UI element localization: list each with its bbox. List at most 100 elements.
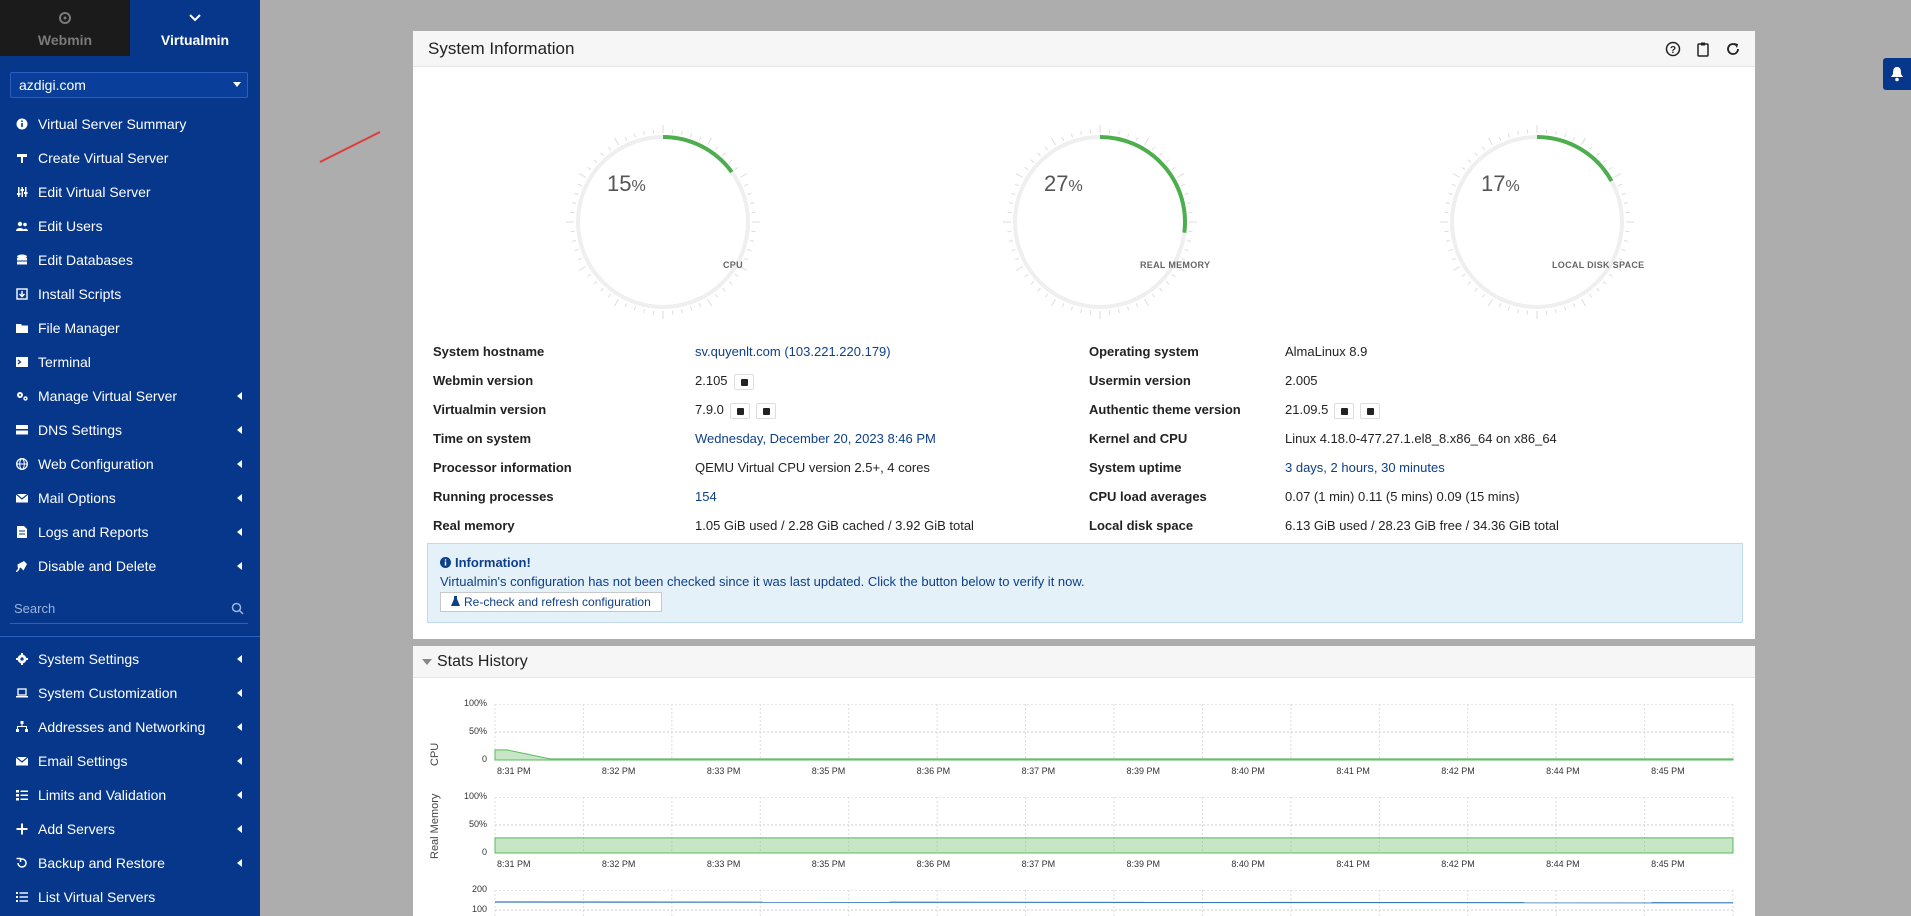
info-value-link[interactable]: 154: [695, 489, 717, 504]
percent-sign: %: [1505, 178, 1520, 195]
sidebar-item-disable-and-delete[interactable]: Disable and Delete: [0, 551, 260, 581]
search-input[interactable]: Search: [10, 596, 248, 624]
gauge-cpu: 15% CPU: [553, 91, 773, 331]
info-label: Local disk space: [1089, 518, 1194, 533]
refresh-icon[interactable]: [1725, 41, 1741, 57]
sidebar-item-label: Logs and Reports: [38, 524, 149, 540]
caret-left-icon: [237, 460, 242, 468]
sidebar-item-list-virtual-servers[interactable]: List Virtual Servers: [0, 882, 260, 912]
sidebar-item-system-settings[interactable]: System Settings: [0, 644, 260, 674]
sidebar-item-add-servers[interactable]: Add Servers: [0, 814, 260, 844]
sidebar-item-label: Virtual Server Summary: [38, 116, 187, 132]
tab-virtualmin[interactable]: Virtualmin: [130, 0, 260, 56]
domain-select[interactable]: azdigi.com: [10, 72, 248, 98]
info-value-row: QEMU Virtual CPU version 2.5+, 4 cores: [695, 460, 930, 480]
gauge-value: 27: [1044, 171, 1069, 196]
sidebar-item-email-settings[interactable]: Email Settings: [0, 746, 260, 776]
sidebar-item-label: Edit Databases: [38, 252, 133, 268]
sidebar-item-label: Manage Virtual Server: [38, 388, 178, 404]
sidebar-item-label: Web Configuration: [38, 456, 154, 472]
info-action-icon[interactable]: [733, 373, 754, 390]
bell-icon: [1891, 67, 1903, 82]
annotation-arrow: [319, 131, 400, 200]
globe-icon: [14, 457, 30, 471]
envelope-icon: [14, 491, 30, 505]
sidebar-item-virtual-server-summary[interactable]: Virtual Server Summary: [0, 109, 260, 139]
stats-header[interactable]: Stats History: [413, 646, 1755, 678]
info-value-row: 6.13 GiB used / 28.23 GiB free / 34.36 G…: [1285, 518, 1559, 538]
info-label: Virtualmin version: [433, 402, 547, 417]
sidebar-item-system-customization[interactable]: System Customization: [0, 678, 260, 708]
stats-chart-2: ess200100: [413, 884, 1755, 916]
chart-ytick: 100: [471, 904, 487, 914]
sidebar-item-label: System Customization: [38, 685, 178, 701]
sidebar-item-terminal[interactable]: Terminal: [0, 347, 260, 377]
gauge-value: 15: [607, 171, 632, 196]
chart-xtick: 8:31 PM: [497, 766, 531, 776]
gauge-label: CPU: [723, 260, 743, 270]
plug-icon: [14, 559, 30, 573]
sidebar-item-edit-virtual-server[interactable]: Edit Virtual Server: [0, 177, 260, 207]
chart-xtick: 8:40 PM: [1231, 766, 1265, 776]
users-icon: [14, 219, 30, 233]
panel-actions: ?: [1665, 41, 1741, 57]
page-title: System Information: [428, 38, 575, 58]
caret-left-icon: [237, 723, 242, 731]
gauge-real-memory: 27% REAL MEMORY: [990, 91, 1210, 331]
caret-left-icon: [237, 791, 242, 799]
info-label: Running processes: [433, 489, 554, 504]
info-label: Webmin version: [433, 373, 534, 388]
info-label: Time on system: [433, 431, 532, 446]
clipboard-icon[interactable]: [1695, 41, 1711, 57]
sidebar-item-label: File Manager: [38, 320, 120, 336]
backup-icon: [14, 856, 30, 870]
info-action-icon[interactable]: [1334, 402, 1355, 419]
chart-xtick: 8:42 PM: [1441, 859, 1475, 869]
sidebar-item-label: Add Servers: [38, 821, 116, 837]
sidebar-item-web-configuration[interactable]: Web Configuration: [0, 449, 260, 479]
sidebar: Webmin Virtualmin azdigi.com Virtual Ser…: [0, 0, 260, 916]
info-action-icon[interactable]: [1360, 402, 1381, 419]
sidebar-item-limits-and-validation[interactable]: Limits and Validation: [0, 780, 260, 810]
gauge-dial: [1440, 125, 1634, 319]
info-value-row: AlmaLinux 8.9: [1285, 344, 1367, 364]
sidebar-item-logs-and-reports[interactable]: Logs and Reports: [0, 517, 260, 547]
caret-left-icon: [237, 859, 242, 867]
sidebar-item-addresses-and-networking[interactable]: Addresses and Networking: [0, 712, 260, 742]
chart-xtick: 8:37 PM: [1021, 766, 1056, 776]
sidebar-item-label: Limits and Validation: [38, 787, 167, 803]
caret-left-icon: [237, 494, 242, 502]
panel-header: System Information ?: [413, 31, 1755, 67]
info-action-icon[interactable]: [755, 402, 776, 419]
gauge-label: REAL MEMORY: [1140, 260, 1211, 270]
info-value-link[interactable]: 3 days, 2 hours, 30 minutes: [1285, 460, 1445, 475]
percent-sign: %: [631, 178, 646, 195]
sidebar-item-file-manager[interactable]: File Manager: [0, 313, 260, 343]
chart-xtick: 8:33 PM: [706, 766, 741, 776]
info-value-row: 154: [695, 489, 717, 509]
sidebar-item-edit-users[interactable]: Edit Users: [0, 211, 260, 241]
chart-ytick: 50%: [468, 726, 487, 736]
sidebar-item-edit-databases[interactable]: Edit Databases: [0, 245, 260, 275]
sidebar-item-mail-options[interactable]: Mail Options: [0, 483, 260, 513]
sidebar-item-backup-and-restore[interactable]: Backup and Restore: [0, 848, 260, 878]
help-icon[interactable]: ?: [1665, 41, 1681, 57]
chart-ytick: 100%: [463, 698, 487, 708]
sidebar-item-create-virtual-server[interactable]: Create Virtual Server: [0, 143, 260, 173]
info-label: Operating system: [1089, 344, 1199, 359]
info-value-link[interactable]: sv.quyenlt.com (103.221.220.179): [695, 344, 891, 359]
info-action-icon[interactable]: [729, 402, 750, 419]
sidebar-item-install-scripts[interactable]: Install Scripts: [0, 279, 260, 309]
sidebar-item-dns-settings[interactable]: DNS Settings: [0, 415, 260, 445]
limits-icon: [14, 788, 30, 802]
sidebar-item-manage-virtual-server[interactable]: Manage Virtual Server: [0, 381, 260, 411]
gauge-value: 17: [1481, 171, 1506, 196]
notification-bell-button[interactable]: [1883, 58, 1911, 90]
chart-xtick: 8:35 PM: [811, 859, 846, 869]
recheck-config-button[interactable]: Re-check and refresh configuration: [440, 592, 662, 612]
info-label: System hostname: [433, 344, 545, 359]
info-value-link[interactable]: Wednesday, December 20, 2023 8:46 PM: [695, 431, 936, 446]
information-alert: Information! Virtualmin's configuration …: [427, 543, 1743, 623]
gear-icon: [14, 652, 30, 666]
tab-webmin[interactable]: Webmin: [0, 0, 130, 56]
